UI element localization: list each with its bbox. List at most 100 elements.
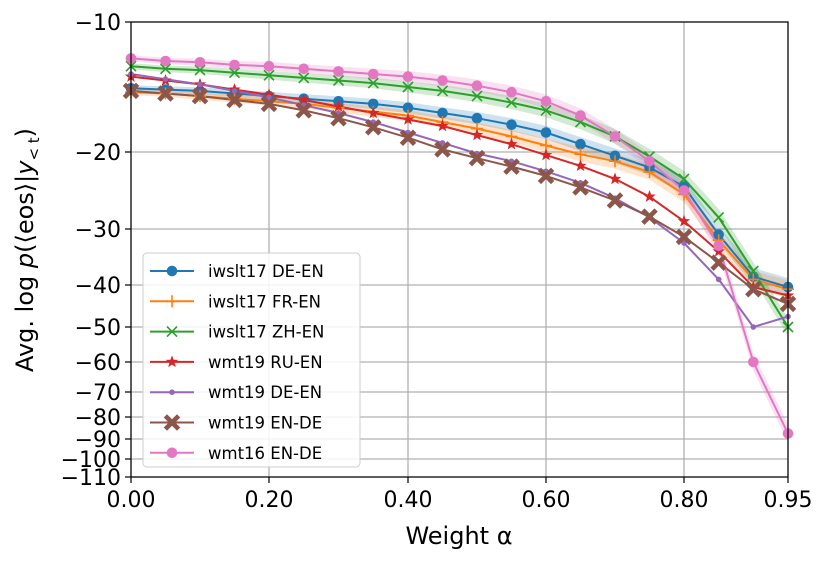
- data-point: [572, 179, 589, 196]
- data-point: [609, 155, 621, 168]
- data-point: [606, 192, 624, 209]
- legend-marker: [166, 265, 178, 277]
- x-tick-label: 0.00: [107, 488, 156, 513]
- y-tick-label: −80: [75, 406, 121, 431]
- data-point: [260, 95, 278, 113]
- legend-marker: [166, 295, 178, 308]
- data-point: [402, 81, 414, 93]
- legend-label: wmt19 RU-EN: [208, 353, 323, 372]
- data-point: [575, 138, 586, 150]
- data-point: [750, 324, 757, 330]
- data-point: [575, 110, 586, 121]
- data-point: [471, 80, 483, 91]
- data-point: [710, 254, 727, 271]
- data-point: [745, 280, 762, 298]
- data-point: [364, 119, 382, 136]
- data-point: [330, 109, 347, 127]
- legend-label: iwslt17 FR-EN: [208, 292, 321, 311]
- data-point: [537, 167, 555, 185]
- legend-label: wmt16 EN-DE: [208, 444, 322, 463]
- data-point: [367, 106, 380, 119]
- data-point: [263, 69, 275, 81]
- y-tick-label: −30: [75, 218, 121, 243]
- data-point: [162, 76, 169, 82]
- data-point: [266, 94, 272, 101]
- x-tick-label: 0.80: [660, 488, 709, 513]
- legend-marker: [166, 447, 178, 459]
- x-tick-label: 0.60: [522, 488, 571, 513]
- data-point: [574, 159, 587, 172]
- data-point: [297, 93, 310, 106]
- data-point: [644, 155, 655, 167]
- data-point: [471, 90, 483, 102]
- data-point: [715, 276, 722, 283]
- y-tick-label: −70: [75, 381, 121, 406]
- data-point: [506, 119, 517, 130]
- data-point: [160, 55, 171, 67]
- y-tick-label: −40: [75, 274, 121, 299]
- data-point: [437, 107, 448, 119]
- data-point: [434, 141, 451, 158]
- data-point: [677, 214, 691, 227]
- data-point: [747, 265, 759, 277]
- series-line-4: [130, 73, 789, 328]
- y-tick-label: −50: [75, 316, 121, 341]
- data-point: [503, 158, 520, 175]
- data-point: [675, 228, 693, 246]
- data-point: [713, 211, 725, 224]
- x-axis-label: Weight α: [405, 522, 512, 550]
- data-point: [506, 86, 517, 98]
- data-point: [470, 128, 484, 141]
- data-point: [574, 148, 587, 161]
- data-point: [539, 148, 553, 161]
- data-point: [540, 104, 552, 116]
- legend-marker: [169, 389, 175, 396]
- data-point: [399, 129, 417, 146]
- data-point: [609, 131, 621, 142]
- legend-label: iwslt17 DE-EN: [208, 262, 324, 281]
- data-point: [643, 166, 656, 179]
- legend-label: wmt19 DE-EN: [208, 383, 322, 402]
- x-axis-ticks: 0.00 0.20 0.40 0.60 0.80 0.95: [107, 477, 812, 513]
- data-point: [197, 81, 203, 88]
- data-point: [678, 185, 690, 196]
- data-point: [436, 85, 449, 97]
- legend: iwslt17 DE-EN iwslt17 FR-EN iwslt17 ZH-EN w…: [142, 252, 361, 468]
- data-point: [333, 66, 344, 77]
- x-tick-label: 0.40: [384, 488, 433, 513]
- data-point: [540, 127, 552, 138]
- data-point: [157, 85, 174, 102]
- legend-marker: [166, 326, 178, 338]
- data-point: [641, 208, 658, 225]
- y-tick-label: −20: [75, 141, 121, 166]
- data-point: [437, 75, 448, 86]
- data-point: [439, 140, 446, 146]
- data-point: [231, 88, 238, 94]
- data-point: [713, 240, 724, 252]
- series-line-3: [130, 75, 789, 297]
- legend-box: [142, 252, 361, 468]
- data-point: [402, 102, 414, 114]
- data-point: [681, 240, 687, 246]
- data-point: [298, 72, 310, 84]
- y-tick-label: −110: [61, 466, 121, 491]
- series-markers: [122, 53, 797, 439]
- legend-marker: [163, 414, 181, 431]
- data-point: [643, 190, 656, 202]
- y-axis-ticks: −10 −20 −30 −40 −50 −60 −70−80−90−100−110: [61, 11, 131, 491]
- series-line-2: [130, 65, 789, 328]
- data-point: [367, 98, 379, 110]
- data-point: [401, 113, 415, 125]
- series-line-6: [130, 57, 789, 434]
- data-point: [608, 172, 622, 185]
- legend-label: iwslt17 ZH-EN: [208, 323, 324, 342]
- data-point: [263, 60, 275, 72]
- data-point: [436, 119, 449, 132]
- data-point: [226, 91, 243, 109]
- plot-frame: [130, 21, 789, 478]
- data-point: [159, 63, 172, 75]
- data-point: [295, 102, 313, 119]
- legend-marker: [165, 355, 179, 368]
- data-point: [194, 64, 206, 76]
